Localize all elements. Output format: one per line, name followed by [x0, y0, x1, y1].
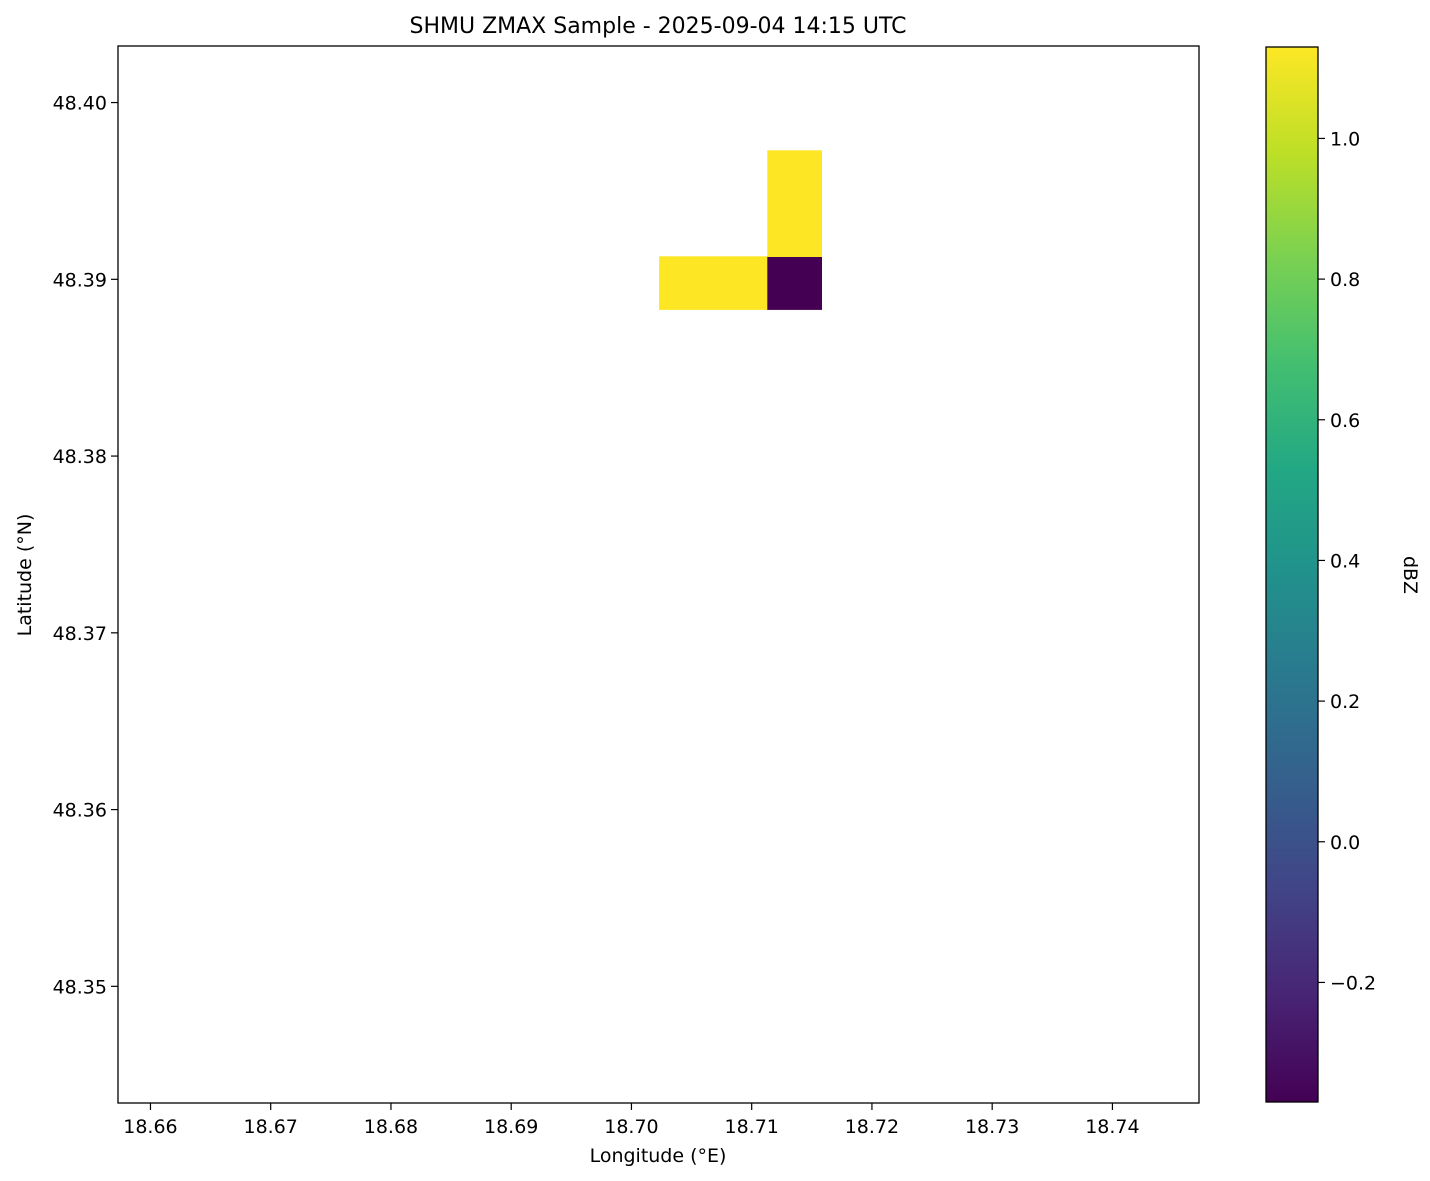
heatmap-cell [659, 256, 714, 310]
colorbar-tick-label: 1.0 [1330, 128, 1360, 150]
x-tick-label: 18.74 [1085, 1116, 1139, 1138]
x-axis: 18.66 18.67 18.68 18.69 18.70 18.71 18.72 18.73… [123, 1103, 1140, 1138]
colorbar-ticks: −0.2 0.0 0.2 0.4 0.6 0.8 1.0 [1318, 128, 1376, 994]
colorbar-tick-label: 0.0 [1330, 832, 1360, 854]
heatmap-cell [767, 150, 822, 257]
y-tick-label: 48.37 [53, 623, 107, 645]
x-tick-label: 18.68 [364, 1116, 418, 1138]
y-tick-label: 48.38 [53, 446, 107, 468]
colorbar-tick-label: 0.6 [1330, 410, 1360, 432]
x-tick-label: 18.70 [604, 1116, 658, 1138]
y-axis-label: Latitude (°N) [14, 514, 36, 637]
y-axis: 48.35 48.36 48.37 48.38 48.39 48.40 [53, 93, 118, 998]
colorbar: −0.2 0.0 0.2 0.4 0.6 0.8 1.0 dBZ [1265, 46, 1421, 1103]
x-tick-label: 18.73 [965, 1116, 1019, 1138]
colorbar-tick-label: −0.2 [1330, 972, 1376, 994]
colorbar-frame [1265, 46, 1319, 1103]
x-tick-label: 18.66 [123, 1116, 177, 1138]
y-tick-label: 48.36 [53, 800, 107, 822]
colorbar-tick-label: 0.4 [1330, 550, 1360, 572]
x-tick-label: 18.67 [244, 1116, 298, 1138]
y-tick-label: 48.40 [53, 93, 107, 115]
x-tick-label: 18.71 [724, 1116, 778, 1138]
plot-area [117, 45, 1200, 1104]
x-axis-label: Longitude (°E) [590, 1145, 727, 1167]
plot-frame [117, 45, 1200, 1104]
colorbar-label: dBZ [1399, 556, 1421, 594]
colorbar-tick-label: 0.8 [1330, 269, 1360, 291]
heatmap-cell [767, 256, 822, 310]
x-tick-label: 18.69 [484, 1116, 538, 1138]
heatmap-cells [659, 150, 822, 310]
x-tick-label: 18.72 [845, 1116, 899, 1138]
chart-title: SHMU ZMAX Sample - 2025-09-04 14:15 UTC [409, 14, 906, 39]
heatmap-cell [713, 256, 768, 310]
colorbar-gradient [1266, 47, 1318, 1102]
y-tick-label: 48.35 [53, 976, 107, 998]
y-tick-label: 48.39 [53, 269, 107, 291]
colorbar-tick-label: 0.2 [1330, 691, 1360, 713]
